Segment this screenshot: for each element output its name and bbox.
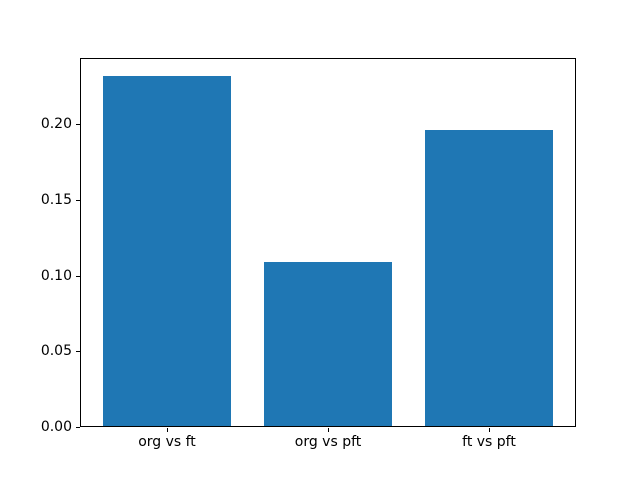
y-tick-label: 0.00 [40,419,72,435]
y-tick-mark [76,351,80,353]
bar-org-vs-pft [263,261,393,427]
y-tick-mark [76,199,80,201]
y-tick-label: 0.05 [40,343,72,360]
y-tick-mark [76,124,80,125]
y-tick-label: 0.15 [40,191,72,208]
x-tick-mark [328,428,329,432]
x-tick-label: org vs pft [294,434,362,450]
bar-org-vs-ft [102,75,232,427]
x-tick-label: ft vs pft [462,434,516,450]
y-tick-label: 0.20 [40,116,72,132]
x-tick-mark [489,428,490,432]
x-tick-label: org vs ft [138,434,196,450]
x-tick-mark [167,428,168,432]
y-tick-mark [76,275,80,277]
y-tick-label: 0.10 [40,267,72,284]
bar-ft-vs-pft [424,130,554,427]
y-tick-mark [76,427,80,428]
